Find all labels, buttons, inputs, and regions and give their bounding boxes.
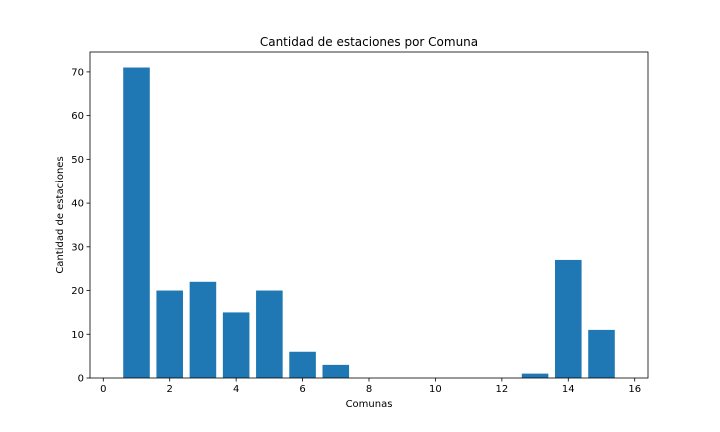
- bars-group: [123, 67, 615, 379]
- x-tick-label: 4: [233, 384, 239, 395]
- x-axis: 0 2 4 6 8 10 12 14 16: [100, 378, 641, 395]
- chart-title: Cantidad de estaciones por Comuna: [260, 35, 478, 49]
- bar-comuna-15: [588, 329, 615, 378]
- bar-comuna-3: [189, 281, 217, 378]
- bar-comuna-7: [322, 364, 350, 378]
- x-tick-label: 10: [429, 384, 442, 395]
- y-tick-label: 50: [71, 155, 84, 166]
- x-tick-label: 6: [299, 384, 305, 395]
- x-tick-label: 14: [562, 384, 575, 395]
- x-tick-label: 16: [628, 384, 641, 395]
- bar-comuna-14: [555, 259, 582, 378]
- x-tick-label: 12: [495, 384, 508, 395]
- bar-comuna-1: [123, 67, 150, 379]
- y-tick-label: 20: [71, 286, 84, 297]
- y-axis-label: Cantidad de estaciones: [55, 156, 66, 273]
- bar-comuna-2: [156, 290, 183, 378]
- y-tick-label: 60: [71, 111, 84, 122]
- y-tick-label: 0: [78, 374, 84, 385]
- bar-comuna-4: [222, 312, 250, 378]
- y-tick-label: 70: [71, 67, 84, 78]
- x-axis-label: Comunas: [346, 399, 393, 410]
- y-tick-label: 40: [71, 199, 84, 210]
- y-tick-label: 10: [71, 330, 84, 341]
- y-tick-label: 30: [71, 242, 84, 253]
- x-tick-label: 8: [366, 384, 372, 395]
- bar-comuna-5: [256, 290, 283, 378]
- y-axis: 0 10 20 30 40 50 60 70: [71, 67, 90, 385]
- x-tick-label: 0: [100, 384, 106, 395]
- x-tick-label: 2: [167, 384, 173, 395]
- bar-comuna-13: [521, 373, 549, 378]
- bar-comuna-6: [289, 351, 316, 378]
